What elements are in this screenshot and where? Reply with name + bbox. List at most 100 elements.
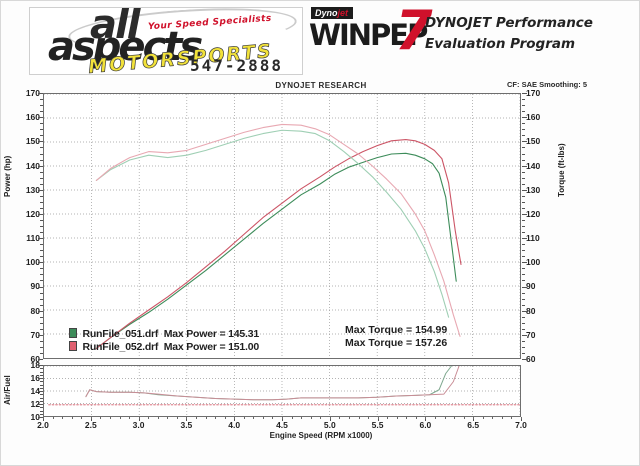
axis-minor-tickmark <box>43 417 44 419</box>
axis-tickmark <box>522 129 525 131</box>
axis-tickmark <box>522 280 525 282</box>
axis-tickmark <box>522 353 525 354</box>
legend-maxtorque-051: Max Torque = 154.99 <box>345 324 448 336</box>
axis-tickmark <box>522 244 525 246</box>
axis-tickmark <box>522 274 525 276</box>
ytick-power-120: 120 <box>25 208 40 219</box>
correction-factor-label: CF: SAE Smoothing: 5 <box>507 80 587 89</box>
xtick-rpm-5.5: 5.5 <box>371 420 384 430</box>
winpep-version-number: 7 <box>395 0 433 62</box>
axis-tickmark <box>377 417 379 421</box>
xtick-rpm-5.0: 5.0 <box>323 420 336 430</box>
axis-minor-tickmark <box>310 417 312 419</box>
axis-minor-tickmark <box>138 417 140 419</box>
axis-tickmark <box>522 147 525 149</box>
ytick-torque-160: 160 <box>526 112 541 123</box>
ytick-power-80: 80 <box>30 305 40 316</box>
axis-minor-tickmark <box>492 417 494 419</box>
axis-tickmark <box>40 99 43 100</box>
axis-minor-tickmark <box>415 417 417 419</box>
axis-minor-tickmark <box>387 417 389 419</box>
legend-row-051[interactable]: RunFile_051.drf Max Power = 145.31 Max T… <box>69 324 489 340</box>
ytick-torque-170: 170 <box>526 88 541 98</box>
dynojet-badge-text: Dyno <box>315 8 338 18</box>
axis-tickmark <box>90 417 92 421</box>
program-title-line1: DYNOJET Performance <box>425 15 593 31</box>
axis-tickmark <box>40 226 43 227</box>
ytick-torque-90: 90 <box>526 281 536 292</box>
axis-tickmark <box>40 232 43 233</box>
axis-tickmark <box>40 368 43 370</box>
axis-minor-tickmark <box>454 417 456 419</box>
axis-tickmark <box>522 262 527 264</box>
axis-minor-tickmark <box>473 417 475 419</box>
axis-tickmark <box>40 123 43 125</box>
axis-tickmark <box>522 310 527 312</box>
axis-tickmark <box>38 417 43 418</box>
axis-tickmark <box>38 141 43 143</box>
page-header: all Your Speed Specialists aspects MOTOR… <box>1 1 640 79</box>
axis-tickmark <box>522 238 527 240</box>
axis-tickmark <box>40 381 43 383</box>
axis-tickmark <box>40 328 43 330</box>
axis-tickmark <box>522 195 525 197</box>
axis-tickmark <box>522 226 525 227</box>
axis-minor-tickmark <box>368 417 369 419</box>
ytick-torque-130: 130 <box>526 184 541 195</box>
axis-minor-tickmark <box>167 417 169 419</box>
axis-tickmark <box>38 391 43 392</box>
axis-tickmark <box>40 400 43 402</box>
axis-tickmark <box>40 353 43 354</box>
logo-phone-number: 547-2888 <box>190 56 284 75</box>
axis-tickmark <box>38 378 43 379</box>
ytick-airfuel-10: 10 <box>30 412 40 422</box>
ytick-airfuel-18: 18 <box>30 360 40 370</box>
winpep-wordmark: WINPEP <box>309 18 428 52</box>
xtick-rpm-3.0: 3.0 <box>132 420 145 430</box>
axis-tickmark <box>40 316 43 318</box>
axis-tickmark <box>40 397 43 399</box>
torque-axis-label: Torque (ft-lbs) <box>557 143 566 197</box>
ytick-power-60: 60 <box>30 354 40 364</box>
axis-tickmark <box>40 304 43 306</box>
axis-tickmark <box>522 292 525 294</box>
axis-minor-tickmark <box>62 417 64 419</box>
xtick-rpm-4.0: 4.0 <box>228 420 241 430</box>
axis-tickmark <box>40 413 43 415</box>
xtick-rpm-4.5: 4.5 <box>276 420 288 430</box>
axis-tickmark <box>40 322 43 324</box>
axis-tickmark <box>522 177 525 179</box>
axis-tickmark <box>38 262 43 264</box>
axis-tickmark <box>38 238 43 240</box>
power-torque-svg <box>44 94 520 358</box>
ytick-torque-60: 60 <box>526 354 536 364</box>
axis-tickmark <box>522 328 525 330</box>
engine-speed-axis-label: Engine Speed (RPM x1000) <box>269 431 373 440</box>
axis-tickmark <box>522 165 527 167</box>
axis-minor-tickmark <box>329 417 331 419</box>
axis-tickmark <box>522 93 527 94</box>
xtick-rpm-6.5: 6.5 <box>467 420 480 430</box>
ytick-power-130: 130 <box>25 184 40 195</box>
axis-tickmark <box>38 359 43 360</box>
axis-tickmark <box>522 171 525 173</box>
axis-tickmark <box>138 417 140 421</box>
legend-file-052: RunFile_052.drf <box>82 341 159 353</box>
axis-tickmark <box>40 105 43 107</box>
ytick-torque-150: 150 <box>526 136 541 147</box>
winpep-logo: Dynojet WINPEP 7 <box>309 4 433 63</box>
axis-tickmark <box>40 111 43 113</box>
ytick-power-150: 150 <box>25 136 40 147</box>
axis-tickmark <box>40 268 43 270</box>
legend-row-052[interactable]: RunFile_052.drf Max Power = 151.00 Max T… <box>69 337 489 353</box>
axis-minor-tickmark <box>243 417 245 419</box>
axis-tickmark <box>40 256 43 258</box>
xtick-rpm-3.5: 3.5 <box>180 420 193 430</box>
axis-minor-tickmark <box>71 417 73 419</box>
xtick-rpm-7.0: 7.0 <box>515 420 527 430</box>
axis-tickmark <box>40 280 43 282</box>
axis-minor-tickmark <box>205 417 207 419</box>
axis-minor-tickmark <box>396 417 398 419</box>
legend-maxpower-052: Max Power = 151.00 <box>163 341 260 353</box>
power-torque-plot <box>43 93 521 359</box>
